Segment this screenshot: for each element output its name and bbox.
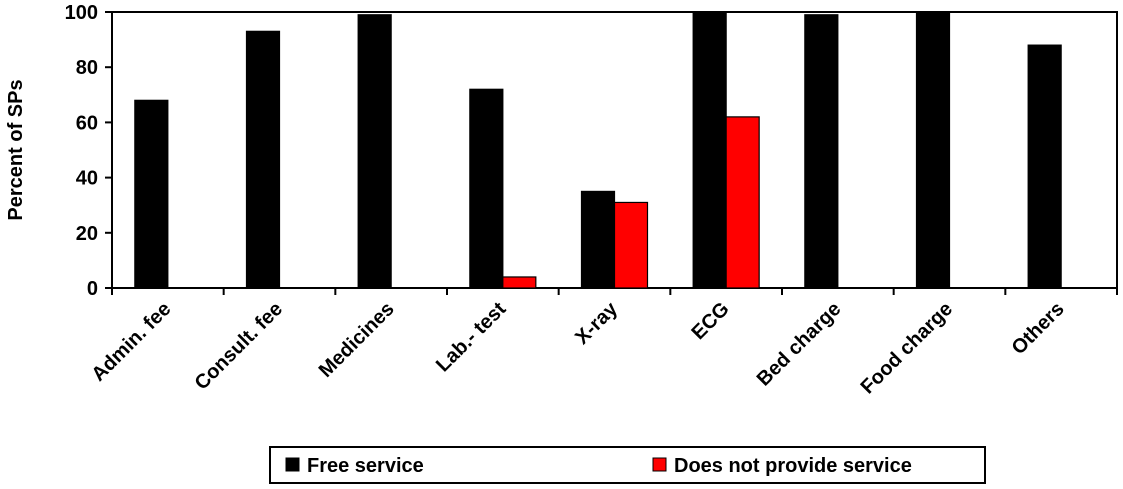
- legend-swatch-free-service: [285, 457, 300, 472]
- bar-free-service-2: [357, 14, 392, 289]
- y-tick-label-100: 100: [65, 2, 98, 24]
- bar-does-not-provide-5: [725, 116, 760, 289]
- y-axis: 0 20 40 60 80 100: [65, 2, 112, 300]
- x-category-label-8: Others: [1008, 298, 1069, 359]
- bar-free-service-8: [1027, 44, 1062, 289]
- bar-free-service-7: [915, 11, 951, 289]
- x-category-label-7: Food charge: [857, 298, 957, 398]
- y-tick-label-60: 60: [76, 112, 98, 134]
- y-tick-label-40: 40: [76, 168, 98, 190]
- plot-area: 0 20 40 60 80 100 Admin. fee Consult. fee Medic…: [65, 2, 1118, 398]
- legend-swatch-does-not-provide: [652, 457, 667, 472]
- bar-free-service-3: [469, 88, 504, 289]
- x-category-label-1: Consult. fee: [191, 298, 287, 394]
- y-tick-label-20: 20: [76, 223, 98, 245]
- x-category-label-0: Admin. fee: [88, 298, 176, 386]
- bar-free-service-1: [245, 30, 281, 289]
- legend: Free service Does not provide service: [269, 446, 986, 484]
- bar-does-not-provide-3: [502, 276, 537, 289]
- x-category-label-2: Medicines: [315, 298, 399, 382]
- bars-group: [134, 11, 1062, 289]
- y-tick-label-80: 80: [76, 57, 98, 79]
- x-category-label-5: ECG: [687, 298, 733, 344]
- legend-box: [269, 446, 986, 484]
- x-category-label-3: Lab.- test: [432, 298, 511, 377]
- bar-free-service-5: [692, 11, 727, 289]
- x-axis: Admin. fee Consult. fee Medicines Lab.- tes…: [88, 288, 1118, 398]
- y-tick-label-0: 0: [87, 278, 98, 300]
- y-axis-label: Percent of SPs: [5, 79, 27, 220]
- x-category-label-6: Bed charge: [753, 298, 846, 391]
- bar-free-service-4: [580, 190, 616, 289]
- bar-free-service-0: [134, 99, 169, 289]
- legend-label-free-service: Free service: [307, 455, 424, 477]
- bar-does-not-provide-4: [613, 201, 649, 289]
- bar-free-service-6: [804, 14, 839, 289]
- legend-label-does-not-provide: Does not provide service: [674, 455, 912, 477]
- x-category-label-4: X-ray: [571, 297, 623, 349]
